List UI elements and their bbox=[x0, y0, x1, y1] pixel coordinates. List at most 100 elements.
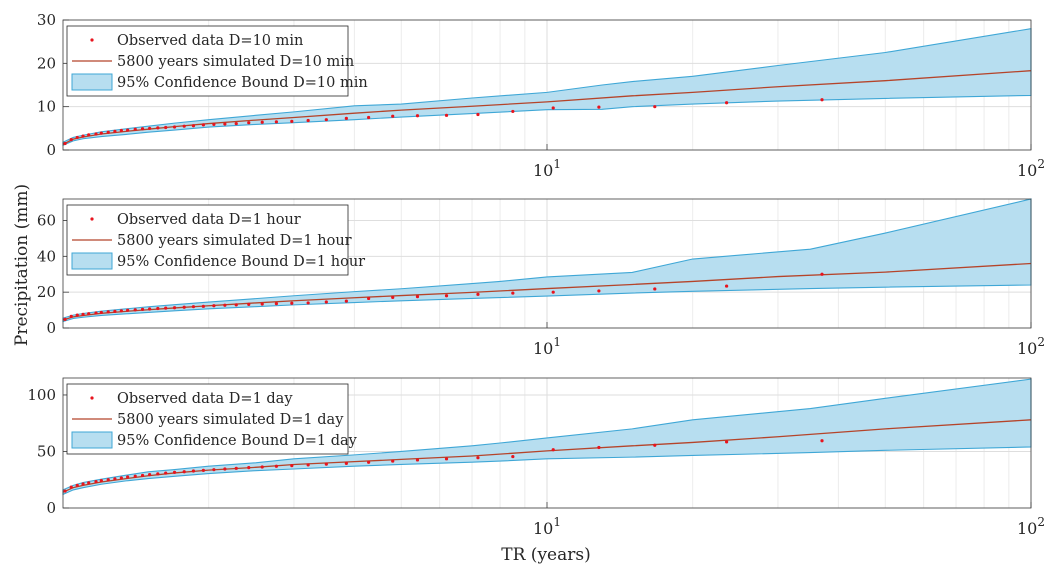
y-tick-label: 40 bbox=[37, 247, 56, 265]
observed-point bbox=[597, 445, 601, 450]
observed-point bbox=[201, 468, 205, 472]
observed-point bbox=[260, 302, 264, 306]
observed-point bbox=[306, 301, 310, 305]
y-tick-label: 10 bbox=[37, 98, 56, 116]
legend-label: 95% Confidence Bound D=10 min bbox=[117, 75, 368, 91]
observed-point bbox=[511, 291, 515, 295]
observed-point bbox=[391, 459, 395, 463]
observed-point bbox=[597, 289, 601, 293]
observed-point bbox=[140, 127, 145, 131]
observed-point bbox=[306, 463, 310, 467]
observed-point bbox=[87, 481, 91, 485]
y-tick-label: 60 bbox=[37, 212, 56, 230]
observed-point bbox=[415, 458, 420, 462]
observed-point bbox=[87, 133, 91, 137]
observed-point bbox=[87, 312, 91, 316]
observed-point bbox=[324, 462, 328, 466]
observed-point bbox=[182, 124, 186, 128]
observed-point bbox=[290, 119, 294, 123]
observed-point bbox=[367, 115, 371, 120]
observed-point bbox=[415, 114, 420, 118]
observed-point bbox=[724, 440, 729, 444]
x-tick-label: 101 bbox=[533, 515, 561, 538]
observed-point bbox=[182, 470, 186, 474]
legend-marker-band bbox=[71, 252, 113, 270]
observed-point bbox=[113, 129, 117, 133]
y-tick-label: 30 bbox=[37, 11, 56, 29]
observed-point bbox=[63, 489, 67, 493]
observed-point bbox=[106, 130, 110, 134]
observed-point bbox=[212, 304, 216, 308]
x-tick-label: 102 bbox=[1017, 157, 1045, 180]
observed-point bbox=[274, 464, 278, 468]
observed-point bbox=[113, 309, 117, 313]
observed-point bbox=[191, 305, 196, 309]
observed-point bbox=[223, 303, 227, 307]
legend-label: Observed data D=1 day bbox=[117, 391, 293, 407]
observed-point bbox=[234, 466, 238, 470]
observed-point bbox=[172, 470, 177, 474]
observed-point bbox=[119, 128, 123, 133]
observed-point bbox=[653, 443, 657, 447]
panels: 0 10 20 30 101 102 Observed data D=10 min5800 … bbox=[27, 11, 1045, 538]
observed-point bbox=[820, 272, 824, 276]
observed-point bbox=[344, 299, 348, 303]
y-tick-label: 0 bbox=[46, 499, 56, 517]
y-tick-label: 20 bbox=[37, 54, 56, 72]
observed-point bbox=[820, 98, 824, 102]
observed-point bbox=[324, 300, 328, 304]
panel-1: 0 10 20 30 101 102 Observed data D=10 min 5800 … bbox=[37, 11, 1045, 180]
observed-point bbox=[126, 475, 130, 479]
observed-point bbox=[81, 482, 85, 486]
observed-point bbox=[260, 120, 264, 124]
legend-label: 95% Confidence Bound D=1 day bbox=[117, 433, 358, 449]
legend-marker-band bbox=[71, 431, 113, 449]
observed-point bbox=[140, 307, 145, 311]
observed-point bbox=[164, 471, 168, 475]
legend: Observed data D=1 day 5800 years simulate… bbox=[66, 383, 358, 455]
observed-point bbox=[444, 457, 449, 461]
observed-point bbox=[75, 313, 79, 317]
observed-point bbox=[212, 122, 216, 127]
observed-point bbox=[367, 296, 371, 301]
observed-point bbox=[94, 311, 98, 315]
observed-point bbox=[126, 308, 130, 312]
observed-point bbox=[247, 121, 251, 125]
legend-label: 5800 years simulated D=1 day bbox=[117, 412, 344, 428]
observed-point bbox=[126, 128, 130, 132]
observed-point bbox=[99, 310, 103, 315]
observed-point bbox=[212, 468, 216, 472]
observed-point bbox=[367, 460, 371, 464]
observed-point bbox=[81, 312, 85, 316]
observed-point bbox=[156, 472, 160, 476]
observed-point bbox=[234, 303, 238, 307]
observed-point bbox=[391, 114, 395, 118]
legend-box bbox=[66, 25, 349, 97]
observed-point bbox=[119, 309, 123, 313]
observed-point bbox=[172, 306, 177, 310]
panel-3: 0 50 100 101 102 Observed data D=1 day 5800 ye… bbox=[27, 377, 1045, 538]
observed-point bbox=[597, 105, 601, 109]
observed-point bbox=[234, 121, 238, 126]
observed-point bbox=[511, 109, 515, 114]
x-tick-label: 101 bbox=[533, 157, 561, 180]
legend-marker-observed bbox=[90, 38, 94, 42]
observed-point bbox=[106, 478, 110, 482]
observed-point bbox=[476, 292, 480, 296]
y-axis-label: Precipitation (mm) bbox=[12, 184, 32, 346]
observed-point bbox=[476, 456, 480, 460]
legend-label: 5800 years simulated D=10 min bbox=[117, 54, 354, 70]
observed-point bbox=[133, 474, 137, 478]
observed-point bbox=[191, 469, 196, 473]
observed-point bbox=[306, 118, 310, 123]
y-tick-label: 100 bbox=[27, 386, 56, 404]
observed-point bbox=[164, 125, 168, 130]
observed-point bbox=[148, 473, 152, 477]
observed-point bbox=[247, 466, 251, 470]
observed-point bbox=[274, 120, 278, 124]
legend: Observed data D=10 min 5800 years simulat… bbox=[66, 25, 368, 97]
observed-point bbox=[106, 310, 110, 314]
observed-point bbox=[75, 135, 79, 140]
observed-point bbox=[415, 295, 420, 299]
legend-label: 95% Confidence Bound D=1 hour bbox=[117, 254, 365, 270]
